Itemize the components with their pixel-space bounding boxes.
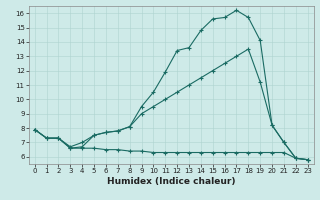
X-axis label: Humidex (Indice chaleur): Humidex (Indice chaleur) bbox=[107, 177, 236, 186]
